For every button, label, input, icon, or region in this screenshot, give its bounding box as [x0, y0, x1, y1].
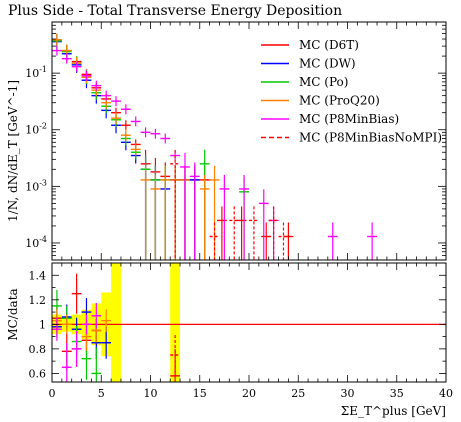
ratio-marker — [81, 314, 92, 335]
main-marker — [189, 162, 200, 260]
ratio-marker — [52, 317, 62, 341]
legend-label: MC (DW) — [299, 57, 356, 71]
ratio-marker — [61, 343, 72, 382]
main-marker — [180, 152, 190, 260]
main-marker — [111, 112, 121, 125]
main-marker — [120, 129, 131, 142]
ratio-marker — [101, 309, 112, 332]
data-uncertainty-band — [52, 263, 181, 382]
legend-label: MC (D6T) — [299, 38, 359, 52]
main-marker — [120, 120, 131, 131]
main-panel-markers — [52, 33, 378, 260]
ratio-marker — [61, 314, 72, 335]
main-marker — [71, 61, 82, 72]
y-tick-label: 10-4 — [25, 235, 47, 250]
x-axis-label: ΣE_T^plus [GeV] — [341, 404, 446, 418]
main-marker — [367, 222, 378, 260]
x-tick-label: 25 — [291, 387, 305, 400]
ratio-y-tick-label: 0.8 — [29, 343, 47, 356]
main-marker — [249, 206, 259, 260]
main-marker — [81, 70, 92, 81]
main-marker — [160, 133, 171, 144]
legend: MC (D6T) MC (DW) MC (Po) MC (ProQ20) MC (P8M… — [261, 38, 442, 145]
main-marker — [140, 165, 151, 260]
legend-label: MC (Po) — [299, 75, 348, 89]
main-marker — [327, 222, 338, 260]
ratio-y-tick-label: 1.4 — [29, 269, 47, 282]
ratio-marker — [101, 326, 112, 359]
main-marker — [61, 53, 72, 64]
main-marker — [199, 174, 210, 260]
main-marker — [209, 165, 220, 260]
main-marker — [130, 143, 141, 156]
main-marker — [160, 165, 171, 260]
band-bin — [170, 263, 181, 382]
main-marker — [111, 96, 121, 107]
ratio-y-tick-label: 0.6 — [29, 367, 47, 380]
main-marker — [219, 174, 230, 260]
main-marker — [140, 127, 151, 138]
axes: 0 5 10 15 20 25 30 35 40 10-1 10-2 10-3 10-4 0.6 0.8 1 1… — [6, 21, 453, 418]
main-marker — [236, 206, 247, 260]
main-marker — [278, 222, 289, 260]
ratio-y-tick-label: 1 — [39, 318, 46, 331]
ratio-marker — [71, 330, 82, 367]
ratio-panel-markers — [52, 273, 181, 382]
main-marker — [52, 33, 62, 46]
ratio-marker — [71, 273, 82, 314]
main-marker — [150, 174, 161, 260]
x-tick-label: 40 — [439, 387, 453, 400]
main-marker — [170, 149, 181, 260]
main-marker — [283, 222, 294, 260]
ratio-marker — [170, 335, 181, 376]
main-marker — [229, 206, 240, 260]
ratio-y-tick-label: 1.2 — [29, 294, 47, 307]
legend-label: MC (ProQ20) — [299, 94, 380, 108]
x-tick-label: 15 — [193, 387, 207, 400]
main-marker — [258, 189, 269, 260]
band-bin — [111, 263, 121, 382]
ratio-marker — [91, 347, 102, 382]
x-tick-label: 35 — [390, 387, 404, 400]
ratio-y-axis-label: MC/data — [6, 288, 20, 340]
main-marker — [209, 222, 220, 260]
x-tick-label: 5 — [98, 387, 105, 400]
main-marker — [239, 174, 249, 260]
main-marker — [120, 104, 131, 115]
main-y-axis-label: 1/N, dN/dE_T [GeV^-1] — [6, 80, 20, 222]
x-tick-label: 0 — [49, 387, 56, 400]
ratio-marker — [91, 302, 102, 329]
main-marker — [261, 222, 272, 260]
chart-title: Plus Side - Total Transverse Energy Depo… — [8, 3, 343, 19]
main-marker — [150, 128, 161, 139]
main-marker — [91, 80, 102, 91]
y-tick-label: 10-1 — [25, 65, 47, 80]
legend-label: MC (P8MinBiasNoMPI) — [299, 131, 442, 145]
main-marker — [130, 116, 141, 127]
main-marker — [52, 45, 62, 56]
main-marker — [101, 90, 112, 101]
main-marker — [217, 206, 227, 260]
x-tick-label: 30 — [341, 387, 355, 400]
main-marker — [268, 206, 279, 260]
x-tick-label: 20 — [242, 387, 256, 400]
legend-label: MC (P8MinBias) — [299, 112, 399, 126]
y-tick-label: 10-2 — [25, 122, 47, 137]
x-tick-label: 10 — [144, 387, 158, 400]
y-tick-label: 10-3 — [25, 178, 47, 193]
